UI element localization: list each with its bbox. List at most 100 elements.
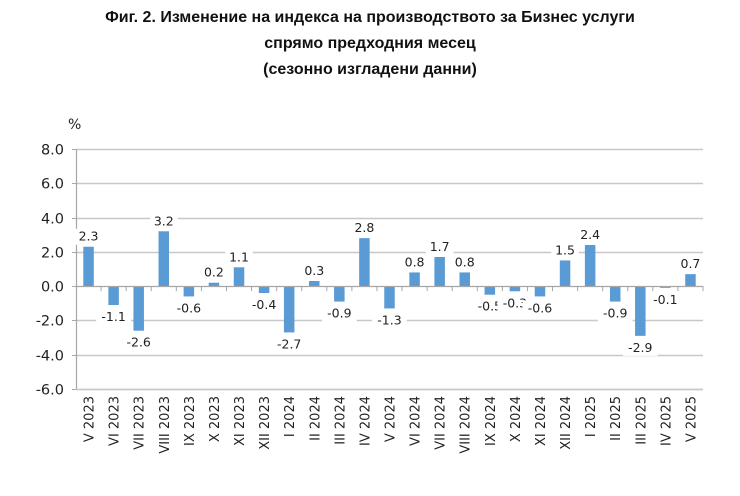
data-label: -0.4 bbox=[252, 297, 276, 312]
data-label-background bbox=[246, 297, 282, 313]
x-category-label: XI 2024 bbox=[534, 396, 549, 446]
data-label-background bbox=[450, 254, 479, 271]
bars bbox=[83, 231, 696, 336]
data-label-background bbox=[74, 228, 103, 245]
data-label-background bbox=[522, 300, 558, 317]
bar bbox=[183, 286, 195, 297]
data-labels: 2.3 -1.1-2.6 3.2 -0.6 0.2 1.1 -0.4 -2.7 0.3 -0.9 2… bbox=[74, 213, 705, 356]
x-category-label: V 2024 bbox=[384, 396, 399, 442]
data-label: 2.4 bbox=[580, 227, 600, 242]
data-label: -0.3 bbox=[503, 295, 527, 310]
x-category-label: VI 2024 bbox=[409, 396, 424, 446]
data-label: -0.9 bbox=[327, 306, 351, 321]
x-axis-category-labels: V 2023 VI 2023 VII 2023 VIII 2023 IX 2023 X 2… bbox=[83, 396, 700, 454]
data-label-background bbox=[425, 239, 454, 255]
data-label: 1.7 bbox=[430, 239, 450, 254]
bar bbox=[133, 286, 144, 331]
bar bbox=[509, 286, 521, 292]
data-label-background bbox=[149, 213, 178, 230]
bar bbox=[459, 272, 470, 287]
bar bbox=[559, 260, 571, 287]
bar bbox=[283, 286, 295, 333]
chart-title-line-3: (сезонно изгладени данни) bbox=[263, 61, 477, 78]
x-category-label: XI 2023 bbox=[233, 396, 248, 446]
y-tick-label: -6.0 bbox=[36, 383, 64, 399]
data-label: 2.3 bbox=[79, 229, 99, 244]
data-label: 1.5 bbox=[555, 242, 575, 257]
x-category-label: V 2023 bbox=[83, 396, 98, 442]
data-label-background bbox=[225, 249, 253, 266]
bar bbox=[309, 281, 320, 287]
data-label-background bbox=[271, 336, 307, 353]
x-category-label: II 2025 bbox=[609, 396, 624, 441]
bar bbox=[158, 231, 170, 287]
data-label: -0.6 bbox=[528, 300, 552, 315]
bar bbox=[409, 272, 420, 287]
bar bbox=[635, 286, 646, 336]
chart-title-line-1: Фиг. 2. Изменение на индекса на производ… bbox=[105, 9, 635, 26]
y-tick-label: -4.0 bbox=[36, 349, 64, 365]
x-category-label: II 2024 bbox=[308, 396, 323, 441]
y-tick-label: 2.0 bbox=[41, 246, 64, 262]
gridlines bbox=[76, 148, 703, 391]
bar bbox=[233, 267, 245, 287]
data-label: 0.8 bbox=[405, 254, 425, 269]
data-label-background bbox=[622, 339, 658, 356]
data-label-background bbox=[597, 305, 633, 322]
data-label-background bbox=[121, 334, 157, 351]
data-label-background bbox=[321, 305, 357, 322]
data-label-background bbox=[551, 242, 579, 259]
data-label: -2.9 bbox=[628, 340, 652, 355]
y-tick-label: 8.0 bbox=[41, 143, 64, 159]
bar bbox=[584, 245, 596, 287]
data-label-background bbox=[96, 309, 132, 325]
bar bbox=[534, 286, 546, 297]
x-category-label: VII 2024 bbox=[434, 396, 449, 450]
data-label-background bbox=[372, 312, 407, 329]
data-label: 2.8 bbox=[354, 220, 374, 235]
x-category-label: IV 2025 bbox=[659, 396, 674, 446]
x-category-label: I 2024 bbox=[283, 396, 298, 437]
bar bbox=[108, 286, 119, 305]
x-category-label: X 2023 bbox=[208, 396, 223, 442]
x-category-label: III 2025 bbox=[634, 396, 649, 445]
data-label: -2.7 bbox=[277, 336, 301, 351]
data-label: 0.8 bbox=[455, 254, 475, 269]
x-category-label: IX 2024 bbox=[484, 396, 499, 446]
x-category-label: X 2024 bbox=[509, 396, 524, 442]
x-category-label: V 2025 bbox=[684, 396, 699, 442]
chart-title-line-2: спрямо предходния месец bbox=[264, 35, 476, 52]
data-label: 0.2 bbox=[204, 265, 224, 280]
bar bbox=[384, 286, 395, 309]
bar bbox=[83, 246, 94, 287]
bar bbox=[359, 238, 370, 287]
data-label: -0.6 bbox=[177, 300, 201, 315]
x-category-label: VIII 2023 bbox=[158, 396, 173, 454]
data-label: 0.7 bbox=[681, 256, 701, 271]
y-axis-tick-labels: 8.0 6.0 4.0 2.0 0.0 -2.0 -4.0 -6.0 bbox=[36, 143, 64, 399]
x-category-label: XII 2024 bbox=[559, 396, 574, 450]
x-category-label: VII 2023 bbox=[133, 396, 148, 450]
data-label-background bbox=[576, 227, 604, 243]
x-category-label: I 2025 bbox=[584, 396, 599, 437]
data-label: -2.6 bbox=[127, 335, 151, 350]
bar bbox=[208, 282, 220, 287]
bar bbox=[484, 286, 496, 295]
data-label: -1.1 bbox=[101, 309, 125, 324]
data-label-background bbox=[171, 300, 207, 317]
data-label: -0.1 bbox=[653, 292, 677, 307]
x-category-label: XII 2023 bbox=[258, 396, 273, 450]
y-tick-label: 0.0 bbox=[41, 280, 64, 296]
axes bbox=[72, 149, 704, 391]
bar bbox=[258, 286, 270, 293]
data-label: -1.3 bbox=[377, 312, 401, 327]
x-category-label: VIII 2024 bbox=[459, 396, 474, 454]
bar bbox=[434, 257, 445, 287]
y-tick-label: 4.0 bbox=[41, 212, 64, 228]
bar bbox=[685, 274, 696, 287]
y-tick-label: -2.0 bbox=[36, 314, 64, 330]
bar bbox=[334, 286, 345, 302]
bar bbox=[609, 286, 621, 302]
data-label: 1.1 bbox=[229, 249, 249, 264]
